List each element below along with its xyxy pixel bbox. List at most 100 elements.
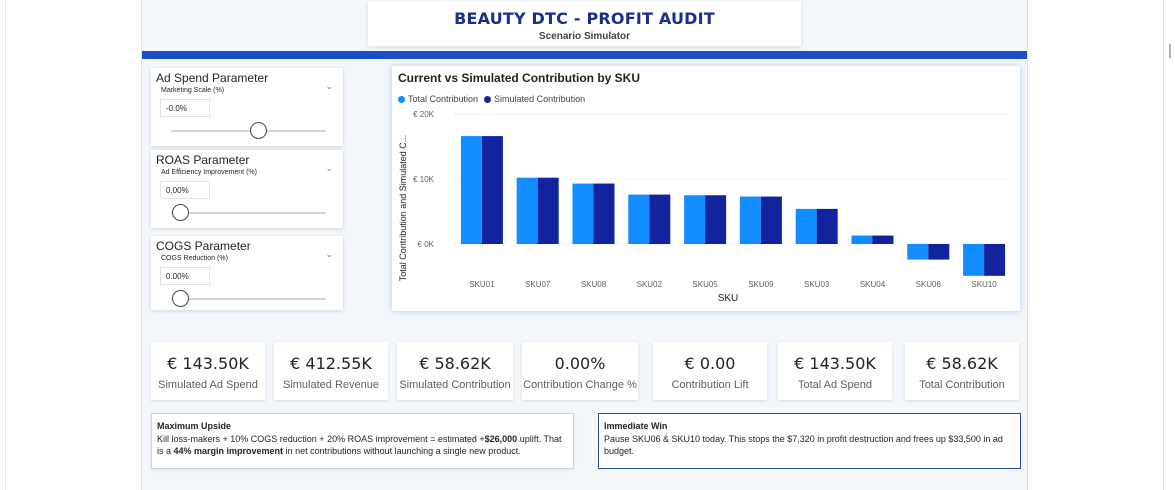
- chart-legend: Total Contribution Simulated Contributio…: [398, 94, 585, 104]
- note-title: Immediate Win: [604, 421, 668, 431]
- kpi-value: € 143.50K: [794, 354, 876, 373]
- kpi-total-contribution: € 58.62K Total Contribution: [905, 342, 1019, 400]
- kpi-value: € 412.55K: [290, 354, 372, 373]
- cogs-slicer: COGS Parameter ⌄ COGS Reduction (%) 0.00…: [151, 236, 343, 310]
- note-text: uplift. That is a: [157, 434, 562, 456]
- kpi-value: € 143.50K: [167, 354, 249, 373]
- slicer-label: Marketing Scale (%): [161, 87, 225, 94]
- bar-simulated-sku01: [481, 136, 503, 244]
- x-tick-label: SKU08: [581, 280, 607, 289]
- kpi-label: Contribution Lift: [671, 379, 749, 391]
- y-tick-label: € 0K: [418, 240, 435, 249]
- note-text: in net contributions without launching a…: [283, 446, 521, 456]
- note-highlight: 44% margin improvement: [173, 446, 284, 456]
- kpi-value: 0.00%: [554, 354, 606, 373]
- note-title: Maximum Upside: [157, 421, 232, 431]
- chevron-down-icon[interactable]: ⌄: [325, 81, 333, 91]
- legend-label: Total Contribution: [408, 94, 479, 104]
- kpi-label: Contribution Change %: [523, 379, 637, 391]
- page-subtitle: Scenario Simulator: [538, 31, 631, 42]
- kpi-simulated-contribution: € 58.62K Simulated Contribution: [397, 342, 513, 400]
- bar-simulated-sku05: [705, 195, 727, 244]
- report-canvas: BEAUTY DTC - PROFIT AUDIT Scenario Simul…: [141, 0, 1028, 490]
- bar-simulated-sku09: [760, 196, 782, 244]
- slicer-label: COGS Reduction (%): [161, 255, 228, 262]
- y-tick-label: € 20K: [413, 110, 435, 119]
- slider-track[interactable]: [171, 212, 326, 214]
- chart-title: Current vs Simulated Contribution by SKU: [398, 71, 641, 85]
- legend-dot-icon: [398, 95, 405, 103]
- bar-simulated-sku03: [816, 208, 838, 244]
- legend-label: Simulated Contribution: [494, 94, 586, 104]
- bar-total-sku01: [460, 136, 482, 244]
- kpi-value: € 0.00: [684, 354, 736, 373]
- ad-efficiency-input[interactable]: 0.00%: [160, 181, 210, 199]
- slicer-title: ROAS Parameter: [156, 153, 250, 167]
- x-tick-label: SKU05: [692, 280, 718, 289]
- bar-total-sku05: [684, 195, 706, 244]
- chevron-down-icon[interactable]: ⌄: [325, 249, 333, 259]
- kpi-contribution-change: 0.00% Contribution Change %: [522, 342, 638, 400]
- bar-total-sku09: [739, 196, 761, 244]
- page-title: BEAUTY DTC - PROFIT AUDIT: [454, 9, 715, 28]
- cogs-reduction-input[interactable]: 0.00%: [160, 267, 210, 285]
- bar-simulated-sku08: [593, 183, 615, 244]
- left-gutter: [0, 0, 6, 490]
- slider-thumb[interactable]: [250, 122, 267, 139]
- kpi-simulated-revenue: € 412.55K Simulated Revenue: [274, 342, 388, 400]
- x-tick-label: SKU03: [804, 280, 830, 289]
- roas-slicer: ROAS Parameter ⌄ Ad Efficiency Improveme…: [151, 150, 343, 228]
- slider-track[interactable]: [171, 130, 326, 132]
- x-tick-label: SKU04: [860, 280, 886, 289]
- kpi-label: Total Ad Spend: [797, 379, 872, 391]
- legend-item-total[interactable]: Total Contribution: [398, 94, 478, 104]
- kpi-value: € 58.62K: [926, 354, 998, 373]
- slicer-title: Ad Spend Parameter: [156, 71, 269, 85]
- x-tick-label: SKU09: [748, 280, 774, 289]
- note-body: Pause SKU06 & SKU10 today. This stops th…: [604, 434, 1003, 456]
- kpi-total-ad-spend: € 143.50K Total Ad Spend: [778, 342, 892, 400]
- report-header: BEAUTY DTC - PROFIT AUDIT Scenario Simul…: [368, 1, 801, 46]
- contribution-bar-chart: € 20K € 10K € 0K Total Contribution and Sim…: [398, 110, 1012, 304]
- bar-simulated-sku10: [984, 244, 1006, 276]
- bar-total-sku04: [851, 235, 873, 244]
- immediate-win-note: Immediate Win Pause SKU06 & SKU10 today.…: [598, 413, 1021, 469]
- legend-dot-icon: [484, 95, 492, 103]
- scroll-indicator[interactable]: [1169, 44, 1171, 58]
- header-divider-band: [142, 51, 1027, 59]
- note-body: Kill loss-makers + 10% COGS reduction + …: [157, 433, 568, 457]
- kpi-label: Simulated Revenue: [282, 379, 379, 391]
- slicer-label: Ad Efficiency Improvement (%): [161, 169, 257, 176]
- bar-total-sku03: [795, 208, 817, 244]
- slider-track[interactable]: [171, 298, 326, 300]
- bar-total-sku10: [963, 244, 985, 276]
- y-tick-label: € 10K: [413, 175, 435, 184]
- right-panel-edge: [1163, 0, 1175, 490]
- kpi-label: Total Contribution: [919, 379, 1005, 391]
- kpi-value: € 58.62K: [419, 354, 491, 373]
- legend-item-simulated[interactable]: Simulated Contribution: [484, 94, 585, 104]
- bar-simulated-sku04: [872, 235, 894, 244]
- bar-simulated-sku06: [928, 244, 950, 260]
- note-text: Kill loss-makers + 10% COGS reduction + …: [157, 434, 485, 444]
- note-highlight: $26,000: [484, 434, 518, 444]
- chevron-down-icon[interactable]: ⌄: [325, 163, 333, 173]
- x-tick-label: SKU10: [971, 280, 997, 289]
- maximum-upside-note: Maximum Upside Kill loss-makers + 10% CO…: [151, 413, 574, 469]
- kpi-contribution-lift: € 0.00 Contribution Lift: [653, 342, 767, 400]
- marketing-scale-input[interactable]: -0.0%: [160, 99, 210, 117]
- slicer-title: COGS Parameter: [156, 239, 251, 253]
- ad-spend-slicer: Ad Spend Parameter ⌄ Marketing Scale (%)…: [151, 68, 343, 146]
- slider-thumb[interactable]: [172, 204, 189, 221]
- slider-thumb[interactable]: [172, 290, 189, 307]
- x-axis-title: SKU: [718, 293, 739, 304]
- contribution-chart-card: Current vs Simulated Contribution by SKU…: [392, 66, 1020, 311]
- x-tick-label: SKU06: [916, 280, 942, 289]
- x-tick-label: SKU02: [637, 280, 663, 289]
- bar-total-sku02: [628, 194, 650, 244]
- x-tick-label: SKU01: [469, 280, 495, 289]
- bar-total-sku08: [572, 183, 594, 244]
- bar-total-sku07: [516, 177, 538, 244]
- kpi-simulated-ad-spend: € 143.50K Simulated Ad Spend: [151, 342, 265, 400]
- kpi-label: Simulated Contribution: [399, 379, 511, 391]
